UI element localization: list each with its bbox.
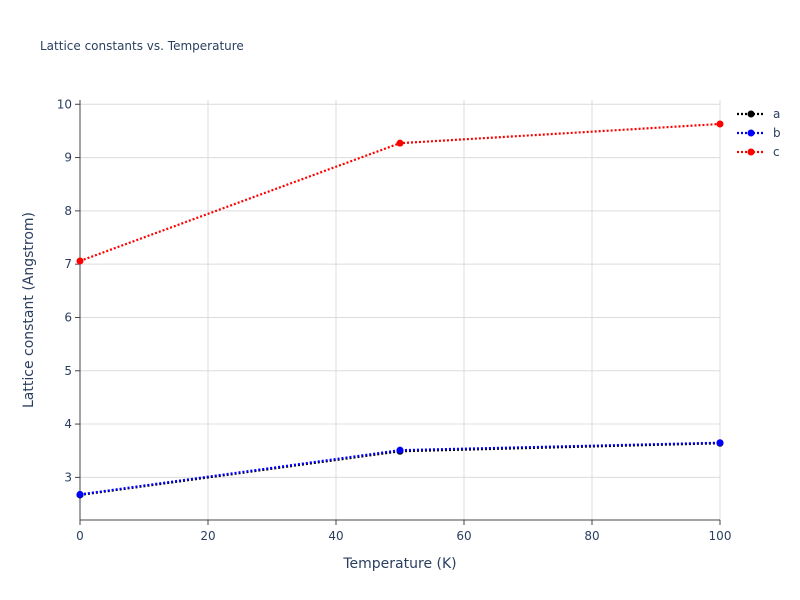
data-point (396, 446, 404, 454)
y-tick-label: 3 (64, 470, 72, 484)
legend-label: c (773, 145, 780, 159)
x-tick-label: 80 (584, 529, 599, 543)
data-point (396, 139, 404, 147)
y-tick-label: 9 (64, 151, 72, 165)
y-tick-label: 5 (64, 364, 72, 378)
x-tick-label: 100 (709, 529, 732, 543)
series-line (79, 441, 721, 496)
x-axis-label: Temperature (K) (342, 556, 456, 572)
legend-marker (747, 148, 755, 156)
y-tick-label: 7 (64, 257, 72, 271)
legend-marker (747, 110, 755, 118)
legend-marker (747, 129, 755, 137)
data-point (76, 490, 84, 498)
x-tick-label: 60 (456, 529, 471, 543)
legend-label: b (773, 126, 781, 140)
data-point (716, 120, 724, 128)
y-tick-label: 6 (64, 310, 72, 324)
x-tick-label: 40 (328, 529, 343, 543)
chart-title: Lattice constants vs. Temperature (40, 39, 244, 53)
data-point (76, 257, 84, 265)
y-tick-label: 4 (64, 417, 72, 431)
y-tick-label: 10 (57, 97, 72, 111)
x-tick-label: 20 (200, 529, 215, 543)
x-tick-label: 0 (76, 529, 84, 543)
y-axis-label: Lattice constant (Angstrom) (21, 212, 37, 408)
legend-label: a (773, 107, 780, 121)
data-point (716, 439, 724, 447)
y-tick-label: 8 (64, 204, 72, 218)
